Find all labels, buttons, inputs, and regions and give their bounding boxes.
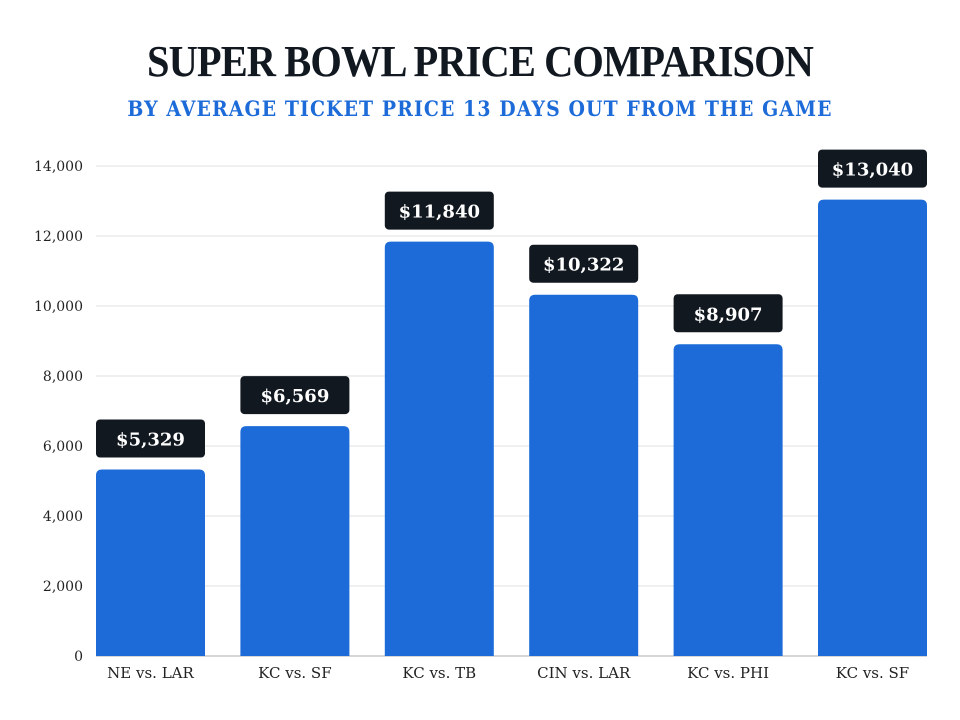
x-tick-label: KC vs. SF	[258, 664, 331, 682]
y-axis-ticks: 0 2,000 4,000 6,000 8,000 10,000 12,000 14,000	[34, 159, 83, 665]
bar	[673, 344, 783, 656]
bar	[96, 469, 205, 656]
bar	[240, 426, 350, 656]
x-tick-label: KC vs. SF	[836, 664, 909, 682]
chart-subtitle: BY AVERAGE TICKET PRICE 13 DAYS OUT FROM…	[127, 96, 833, 121]
gridlines	[96, 165, 927, 657]
x-tick-label: KC vs. PHI	[687, 664, 769, 682]
x-tick-label: KC vs. TB	[402, 664, 476, 682]
value-label: $5,329	[116, 429, 185, 450]
y-tick-label: 8,000	[43, 369, 83, 385]
y-tick-label: 4,000	[43, 509, 83, 525]
bar	[529, 294, 639, 656]
value-label-box	[673, 294, 783, 333]
y-tick-label: 2,000	[43, 579, 83, 595]
value-labels: $5,329 $6,569 $11,840 $10,322 $8,907 $13,040	[96, 149, 927, 458]
x-tick-label: CIN vs. LAR	[537, 664, 631, 682]
value-label: $6,569	[260, 386, 329, 407]
x-axis-labels: NE vs. LAR KC vs. SF KC vs. TB CIN vs. LAR K…	[107, 664, 909, 682]
y-tick-label: 10,000	[34, 299, 83, 315]
value-label: $8,907	[694, 304, 763, 325]
value-label-box	[529, 244, 639, 283]
value-label: $13,040	[832, 160, 913, 181]
value-label-box	[96, 419, 205, 458]
y-tick-label: 6,000	[43, 439, 83, 455]
value-label: $11,840	[399, 202, 480, 223]
bars	[96, 199, 927, 656]
value-label: $10,322	[543, 255, 624, 276]
chart-title: SUPER BOWL PRICE COMPARISON	[146, 37, 814, 86]
bar	[818, 199, 927, 656]
value-label-box	[818, 149, 927, 188]
value-label-box	[384, 191, 494, 230]
y-tick-label: 12,000	[34, 229, 83, 245]
value-label-box	[240, 376, 350, 415]
y-tick-label: 14,000	[34, 159, 83, 175]
bar	[384, 241, 494, 656]
x-tick-label: NE vs. LAR	[107, 664, 194, 682]
y-tick-label: 0	[74, 649, 83, 665]
